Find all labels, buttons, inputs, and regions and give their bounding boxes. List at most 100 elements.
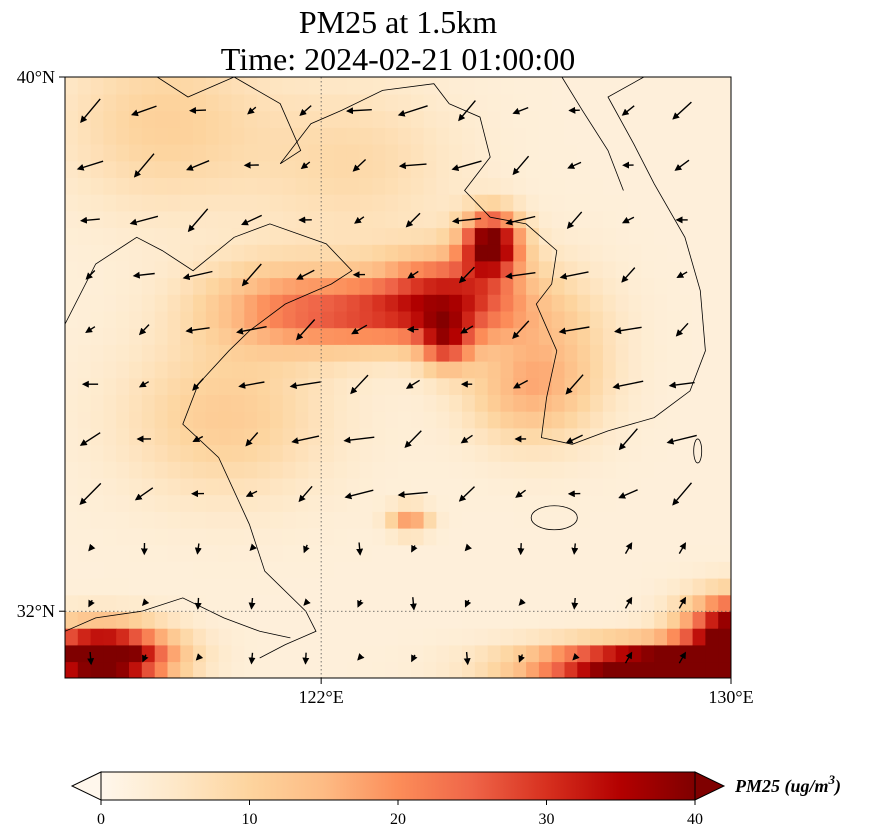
gridlines — [65, 77, 731, 678]
wind-arrow — [241, 263, 262, 287]
title-line2: Time: 2024-02-21 01:00:00 — [221, 41, 575, 77]
wind-arrow — [238, 381, 265, 389]
wind-arrow — [245, 490, 258, 497]
wind-arrow — [559, 271, 589, 280]
wind-arrow — [612, 380, 644, 390]
wind-arrow — [512, 379, 529, 389]
wind-arrow — [515, 489, 527, 498]
wind-arrow — [458, 266, 475, 284]
wind-arrow — [621, 267, 636, 283]
wind-arrow — [289, 381, 321, 390]
wind-arrow — [621, 216, 635, 224]
wind-arrow — [460, 434, 473, 444]
wind-arrow — [79, 482, 102, 505]
colorbar-tick-label: 30 — [539, 811, 555, 828]
wind-arrow — [303, 544, 310, 554]
pm25-field — [65, 77, 731, 678]
wind-arrow — [672, 482, 693, 506]
colorbar-label: PM25 (ug/m3) — [734, 772, 841, 797]
wind-arrow — [505, 272, 536, 280]
wind-arrow — [299, 105, 312, 117]
wind-arrow — [189, 106, 207, 114]
wind-arrow — [572, 653, 580, 661]
wind-arrow — [85, 270, 96, 280]
lon-tick-label: 130°E — [708, 687, 753, 707]
wind-arrow — [464, 543, 472, 552]
wind-arrow — [88, 543, 96, 552]
wind-arrow — [411, 544, 418, 553]
wind-arrow — [666, 434, 697, 445]
wind-arrow — [668, 381, 695, 389]
wind-arrow — [130, 105, 157, 117]
wind-arrow — [186, 160, 210, 171]
wind-arrow — [405, 379, 420, 389]
wind-arrow — [344, 489, 374, 500]
wind-arrow — [138, 324, 150, 336]
wind-arrow — [247, 106, 257, 115]
wind-arrow — [398, 162, 427, 170]
colorbar-tick-label: 20 — [390, 811, 406, 828]
wind-arrow — [88, 599, 95, 608]
wind-arrow — [458, 100, 476, 122]
wind-arrow — [187, 208, 209, 233]
wind-arrow — [357, 599, 364, 608]
title-line1: PM25 at 1.5km — [299, 4, 497, 40]
wind-arrow — [566, 211, 583, 229]
wind-arrow — [451, 160, 482, 172]
wind-arrow — [241, 214, 262, 226]
colorbar-ticks: 0 10 20 30 40 — [97, 800, 703, 828]
wind-arrow — [565, 434, 583, 444]
wind-arrow — [672, 101, 692, 120]
wind-arrow — [405, 212, 421, 228]
wind-arrow — [460, 325, 474, 334]
wind-vectors — [76, 98, 697, 666]
wind-arrow — [404, 430, 422, 448]
wind-arrow — [133, 153, 155, 178]
wind-arrow — [195, 653, 204, 661]
wind-arrow — [80, 98, 101, 123]
wind-arrow — [302, 652, 310, 665]
wind-arrow — [411, 654, 418, 663]
wind-arrow — [517, 543, 525, 556]
wind-arrow — [346, 107, 372, 115]
wind-arrow — [505, 215, 536, 226]
coastline — [65, 77, 706, 659]
wind-arrow — [87, 651, 95, 666]
lat-tick-label: 32°N — [17, 601, 55, 621]
wind-arrow — [138, 380, 150, 388]
wind-arrow — [291, 435, 320, 445]
wind-arrow — [451, 217, 482, 225]
colorbar-max-extend — [694, 771, 726, 801]
wind-arrow — [351, 324, 368, 335]
wind-arrow — [624, 651, 633, 664]
wind-arrow — [621, 105, 635, 116]
wind-arrow — [185, 326, 210, 334]
wind-arrow — [236, 326, 267, 335]
wind-arrow — [182, 270, 213, 281]
lon-tick-label: 122°E — [299, 687, 344, 707]
wind-arrow — [76, 160, 104, 171]
wind-arrow — [85, 326, 96, 333]
wind-arrow — [192, 435, 204, 442]
wind-arrow — [675, 322, 689, 337]
map-area — [65, 77, 731, 678]
wind-arrow — [141, 598, 150, 606]
wind-arrow — [134, 487, 154, 501]
wind-arrow — [245, 432, 259, 447]
wind-arrow — [296, 269, 315, 280]
wind-arrow — [464, 599, 472, 608]
wind-arrow — [249, 543, 257, 552]
wind-arrow — [558, 326, 590, 335]
wind-arrow — [674, 159, 690, 171]
wind-arrow — [618, 428, 638, 451]
wind-arrow — [624, 596, 633, 609]
wind-arrow — [463, 651, 471, 666]
wind-arrow — [194, 597, 202, 610]
wind-arrow — [624, 542, 633, 554]
wind-arrow — [397, 491, 428, 498]
wind-arrow — [295, 319, 316, 341]
wind-arrow — [512, 106, 529, 115]
wind-arrow — [518, 654, 525, 663]
wind-arrow — [565, 374, 584, 395]
